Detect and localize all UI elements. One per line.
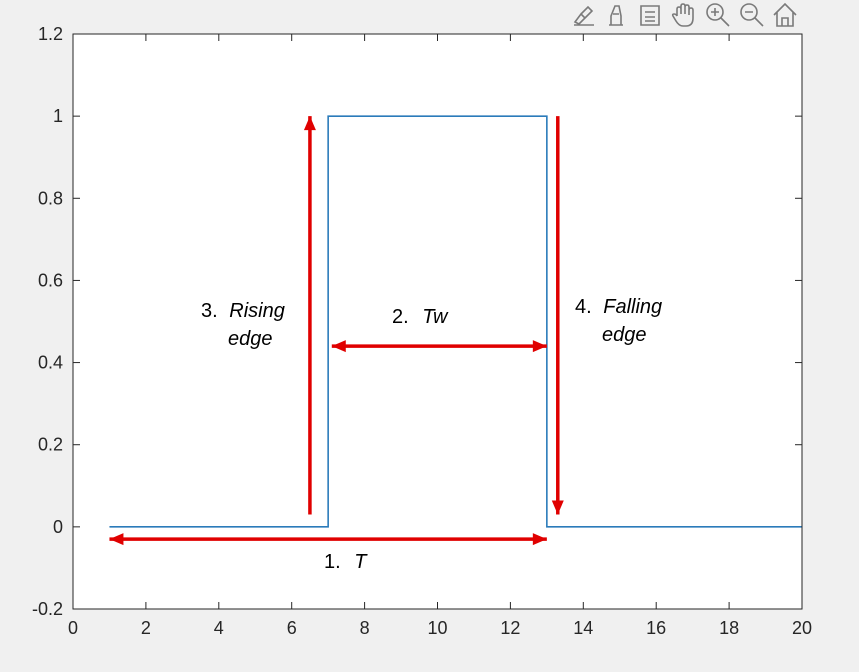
- x-tick-label: 20: [792, 618, 812, 638]
- label-falling-name: Falling: [603, 296, 662, 318]
- zoom-in-icon[interactable]: [705, 2, 731, 28]
- axis-ticks: [72, 33, 803, 610]
- label-falling-line2: edge: [602, 324, 647, 346]
- y-tick-label: 0.6: [38, 270, 63, 290]
- x-tick-label: 2: [141, 618, 151, 638]
- arrow-rising-arrowhead: [303, 116, 316, 131]
- series-line: [109, 115, 802, 528]
- y-tick-label: 1: [53, 106, 63, 126]
- label-rising-line2: edge: [228, 328, 273, 350]
- y-tick-label: -0.2: [32, 599, 63, 619]
- axis-tick-labels: 0 2 4 6 8 10 12 14 16 18 20-0.200.20.40.60.811.2: [32, 24, 812, 638]
- brush-icon[interactable]: [571, 2, 597, 28]
- axes-box: [72, 33, 803, 610]
- label-rising-name: Rising: [229, 300, 285, 322]
- label-period-number: 1.: [324, 551, 341, 573]
- arrow-period-arrowhead: [532, 533, 547, 546]
- label-width-number: 2.: [392, 306, 409, 328]
- label-period-name: T: [354, 551, 368, 573]
- label-width: 2. Tw: [392, 306, 449, 328]
- x-tick-label: 0: [68, 618, 78, 638]
- arrow-width-arrowhead: [532, 340, 547, 353]
- y-tick-label: 0.4: [38, 353, 63, 373]
- y-tick-label: 1.2: [38, 24, 63, 44]
- label-period: 1. T: [324, 551, 368, 573]
- series-layer: [109, 115, 802, 528]
- pan-hand-icon[interactable]: [671, 2, 697, 28]
- x-tick-label: 6: [287, 618, 297, 638]
- label-width-name: Tw: [422, 306, 449, 328]
- label-rising: 3. Rising: [201, 300, 285, 322]
- x-tick-label: 4: [214, 618, 224, 638]
- annotation-arrows: [109, 116, 564, 546]
- arrow-width-arrowhead: [331, 340, 346, 353]
- y-tick-label: 0: [53, 517, 63, 537]
- label-falling-number: 4.: [575, 296, 592, 318]
- y-tick-label: 0.2: [38, 435, 63, 455]
- arrow-falling-arrowhead: [551, 500, 564, 515]
- x-tick-label: 10: [427, 618, 447, 638]
- x-tick-label: 12: [500, 618, 520, 638]
- label-falling: 4. Falling: [575, 296, 662, 318]
- x-tick-label: 16: [646, 618, 666, 638]
- axes-toolbar: [571, 2, 798, 28]
- y-tick-label: 0.8: [38, 188, 63, 208]
- legend-icon[interactable]: [638, 2, 664, 28]
- data-tip-icon[interactable]: [603, 2, 629, 28]
- plot-area: [73, 34, 802, 609]
- label-rising-number: 3.: [201, 300, 218, 322]
- home-icon[interactable]: [772, 2, 798, 28]
- arrow-period-arrowhead: [109, 533, 124, 546]
- zoom-out-icon[interactable]: [739, 2, 765, 28]
- x-tick-label: 14: [573, 618, 593, 638]
- x-tick-label: 18: [719, 618, 739, 638]
- x-tick-label: 8: [360, 618, 370, 638]
